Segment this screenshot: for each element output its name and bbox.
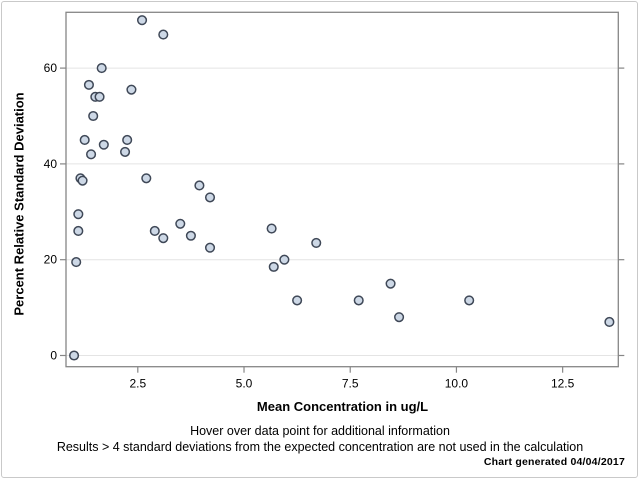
data-point[interactable]	[96, 63, 107, 74]
y-axis-title: Percent Relative Standard Deviation	[11, 92, 27, 316]
data-point[interactable]	[185, 230, 196, 241]
data-point[interactable]	[73, 225, 84, 237]
y-tick-label: 40	[44, 157, 58, 171]
y-tick-label: 0	[50, 348, 57, 362]
x-axis-title: Mean Concentration in ug/L	[256, 399, 429, 414]
data-point[interactable]	[73, 209, 84, 220]
data-point[interactable]	[158, 233, 169, 244]
x-tick-label: 5.0	[236, 377, 253, 391]
footnote-hover-hint: Hover over data point for additional inf…	[190, 424, 450, 438]
data-point[interactable]	[98, 139, 109, 150]
data-point[interactable]	[268, 261, 279, 272]
x-tick-label: 7.5	[342, 377, 359, 391]
data-point[interactable]	[604, 316, 615, 328]
data-point[interactable]	[175, 218, 186, 229]
data-point[interactable]	[79, 134, 90, 145]
data-point[interactable]	[279, 254, 290, 265]
data-point[interactable]	[77, 175, 88, 186]
x-tick-label: 12.5	[551, 377, 575, 391]
data-point[interactable]	[353, 295, 364, 306]
chart-generated-date: Chart generated 04/04/2017	[483, 456, 625, 468]
data-point[interactable]	[204, 242, 216, 253]
data-point[interactable]	[136, 15, 148, 26]
data-point[interactable]	[71, 257, 82, 268]
data-point[interactable]	[464, 295, 475, 306]
data-point[interactable]	[266, 223, 277, 234]
data-point[interactable]	[194, 180, 205, 191]
plot-wall	[65, 11, 619, 368]
y-tick-label: 20	[44, 253, 58, 267]
data-point[interactable]	[158, 29, 169, 40]
data-point[interactable]	[311, 237, 322, 248]
footnote-exclusion-note: Results > 4 standard deviations from the…	[56, 440, 584, 454]
data-point[interactable]	[126, 84, 137, 95]
data-point[interactable]	[88, 110, 99, 122]
data-point[interactable]	[292, 295, 303, 306]
data-point[interactable]	[141, 173, 152, 184]
data-point[interactable]	[86, 149, 97, 160]
data-point[interactable]	[122, 134, 133, 145]
data-point[interactable]	[94, 91, 105, 102]
data-point[interactable]	[69, 350, 80, 361]
x-tick-label: 2.5	[129, 377, 146, 391]
data-point[interactable]	[204, 192, 216, 203]
data-point[interactable]	[385, 278, 396, 289]
data-point[interactable]	[394, 312, 405, 323]
data-point[interactable]	[149, 225, 160, 237]
y-tick-label: 60	[44, 61, 58, 75]
x-tick-label: 10.0	[445, 377, 469, 391]
data-point[interactable]	[83, 79, 94, 90]
data-point[interactable]	[120, 146, 131, 157]
